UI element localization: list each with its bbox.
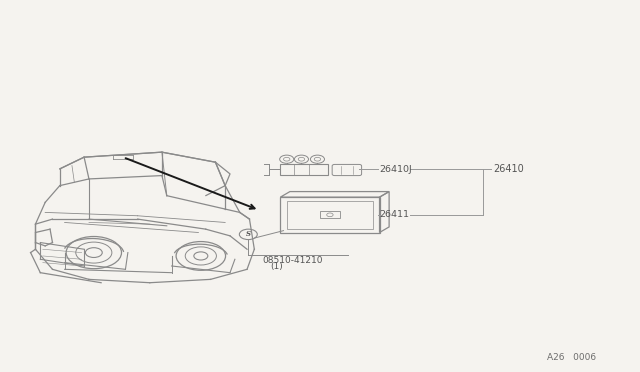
Text: 26410J: 26410J	[380, 165, 412, 174]
Bar	[320, 211, 339, 218]
Bar	[280, 164, 328, 175]
Bar	[280, 197, 380, 232]
Text: S: S	[246, 230, 251, 238]
Text: (1): (1)	[271, 262, 284, 271]
Text: A26   0006: A26 0006	[547, 353, 596, 362]
Text: 26410: 26410	[493, 164, 524, 174]
Bar	[287, 201, 373, 229]
Text: 08510-41210: 08510-41210	[262, 256, 323, 265]
Text: 26411: 26411	[380, 210, 410, 219]
